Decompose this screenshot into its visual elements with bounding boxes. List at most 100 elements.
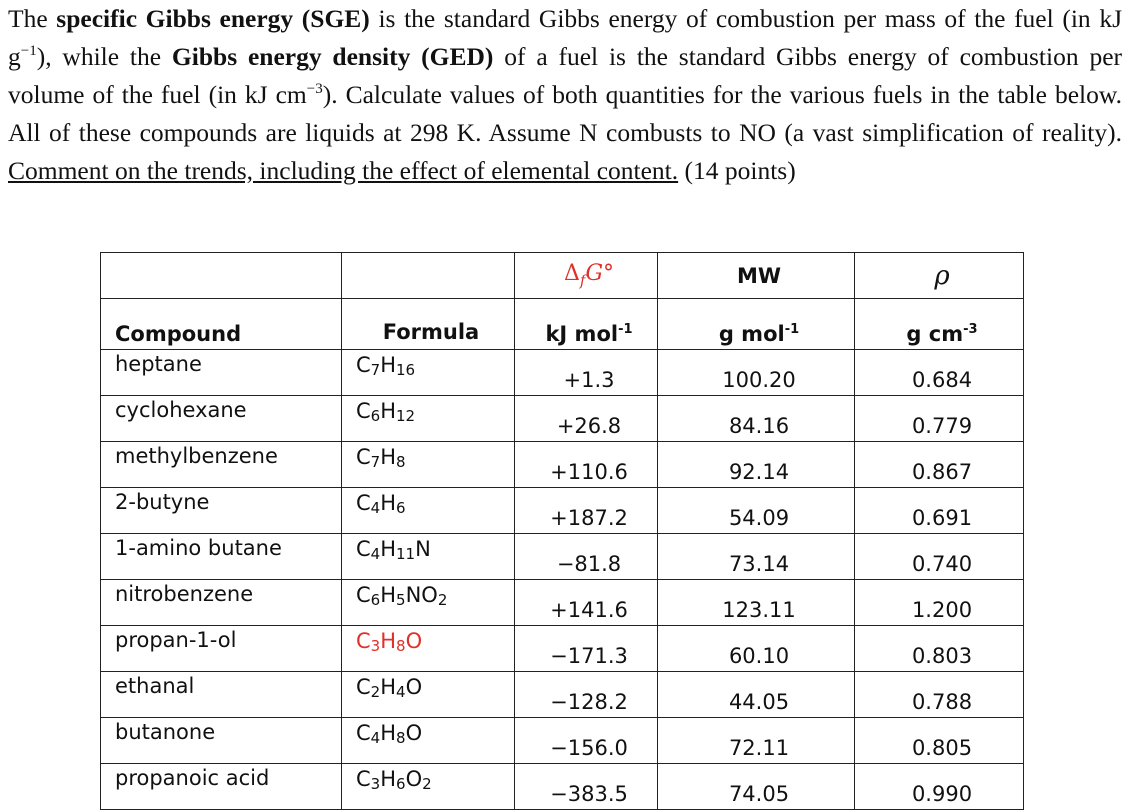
formula-part: O: [405, 721, 423, 745]
subscript: 16: [396, 361, 416, 379]
table-row: nitrobenzene C6H5NO2 +141.6 123.11 1.200: [100, 579, 1024, 626]
delta-g-cell: −383.5: [514, 763, 658, 810]
compound-cell: butanone: [100, 717, 342, 764]
density-cell: 0.788: [854, 671, 1024, 718]
text: The: [8, 4, 57, 33]
delta-g-cell: +26.8: [514, 395, 658, 442]
header-cell: kJ mol-1: [514, 298, 658, 350]
text: is the standard Gibbs energy of combusti…: [8, 4, 1122, 71]
text: ). Calculate values of both quantities f…: [8, 80, 1122, 147]
subscript: 8: [396, 453, 406, 471]
formula-cell: C6H5NO2: [341, 579, 515, 626]
formula-cell: C4H11N: [341, 533, 515, 580]
density-cell: 0.779: [854, 395, 1024, 442]
table-row: methylbenzene C7H8 +110.6 92.14 0.867: [100, 441, 1024, 488]
header-cell: g mol-1: [657, 298, 855, 350]
formula-part: H: [380, 721, 397, 745]
compound-cell: propanoic acid: [100, 763, 342, 810]
formula-cell: C2H4O: [341, 671, 515, 718]
subscript: 4: [370, 499, 381, 517]
delta-g-cell: −156.0: [514, 717, 658, 764]
subscript: 6: [370, 407, 381, 425]
molar-mass-cell: 60.10: [657, 625, 855, 672]
subscript: 5: [396, 591, 406, 609]
subscript: 4: [370, 729, 381, 747]
density-cell: 0.740: [854, 533, 1024, 580]
unit-exponent: -1: [784, 322, 800, 337]
formula-part: C: [356, 353, 371, 377]
compound-cell: 2-butyne: [100, 487, 342, 534]
density-cell: 0.990: [854, 763, 1024, 810]
density-cell: 0.803: [854, 625, 1024, 672]
formula-part: C: [356, 721, 371, 745]
formula-part: H: [380, 629, 397, 653]
formula-part: O: [405, 629, 423, 653]
subscript: 2: [437, 591, 448, 609]
bold-term: specific Gibbs energy (SGE): [56, 4, 370, 33]
formula-cell: C6H12: [341, 395, 515, 442]
header-cell: ρ: [854, 252, 1024, 299]
molar-mass-cell: 44.05: [657, 671, 855, 718]
formula-cell: C7H16: [341, 349, 515, 396]
compound-cell: methylbenzene: [100, 441, 342, 488]
table-row: heptane C7H16 +1.3 100.20 0.684: [100, 349, 1024, 396]
density-cell: 0.691: [854, 487, 1024, 534]
delta-g-cell: +110.6: [514, 441, 658, 488]
unit-exponent: -1: [618, 322, 633, 337]
subscript: 4: [370, 545, 381, 563]
header-cell: ΔfG°: [514, 252, 658, 299]
formula-part: O: [405, 767, 423, 791]
delta-g-cell: +1.3: [514, 349, 658, 396]
subscript: 4: [396, 683, 406, 701]
compound-cell: heptane: [100, 349, 342, 396]
formula-part: H: [380, 583, 397, 607]
unit: kJ mol: [545, 322, 619, 346]
unit: g cm: [906, 322, 964, 346]
formula-cell: C4H6: [341, 487, 515, 534]
subscript: 3: [370, 637, 381, 655]
formula-part: C: [356, 583, 371, 607]
subscript: 12: [396, 407, 416, 425]
molar-mass-cell: 73.14: [657, 533, 855, 580]
formula-part: N: [415, 537, 431, 561]
formula-part: H: [380, 491, 397, 515]
symbol: ρ: [934, 260, 950, 291]
compound-cell: 1-amino butane: [100, 533, 342, 580]
formula-cell: C7H8: [341, 441, 515, 488]
formula-part: H: [380, 537, 397, 561]
formula-part: C: [356, 399, 371, 423]
compound-cell: cyclohexane: [100, 395, 342, 442]
text: ), while the: [36, 42, 172, 71]
density-cell: 1.200: [854, 579, 1024, 626]
formula-part: O: [405, 675, 423, 699]
superscript: −1: [20, 43, 37, 59]
underlined-text: Comment on the trends, including the eff…: [8, 156, 679, 185]
table-row: butanone C4H8O −156.0 72.11 0.805: [100, 717, 1024, 764]
compound-cell: nitrobenzene: [100, 579, 342, 626]
subscript: 6: [370, 591, 381, 609]
header-row: ΔfG° MW ρ: [100, 252, 1024, 299]
problem-text: The specific Gibbs energy (SGE) is the s…: [8, 0, 1122, 190]
formula-part: H: [380, 767, 397, 791]
molar-mass-cell: 72.11: [657, 717, 855, 764]
unit-exponent: -3: [963, 322, 978, 337]
formula-cell: C4H8O: [341, 717, 515, 764]
table-row: ethanal C2H4O −128.2 44.05 0.788: [100, 671, 1024, 718]
bold-term: Gibbs energy density (GED): [171, 42, 494, 71]
subscript: 2: [370, 683, 381, 701]
header-row: Compound Formula kJ mol-1 g mol-1 g cm-3: [100, 298, 1024, 350]
formula-part: C: [356, 675, 371, 699]
delta-g-cell: −171.3: [514, 625, 658, 672]
formula-part: C: [356, 767, 371, 791]
table-row: propan-1-ol C3H8O −171.3 60.10 0.803: [100, 625, 1024, 672]
subscript: 7: [370, 361, 381, 379]
subscript: 8: [396, 637, 406, 655]
molar-mass-cell: 92.14: [657, 441, 855, 488]
subscript: 8: [396, 729, 406, 747]
molar-mass-cell: 123.11: [657, 579, 855, 626]
unit: g mol: [718, 322, 785, 346]
delta-g-cell: −128.2: [514, 671, 658, 718]
table-row: 2-butyne C4H6 +187.2 54.09 0.691: [100, 487, 1024, 534]
page: {"intro": ["The ", "specific Gibbs energ…: [8, 0, 1122, 810]
density-cell: 0.805: [854, 717, 1024, 764]
